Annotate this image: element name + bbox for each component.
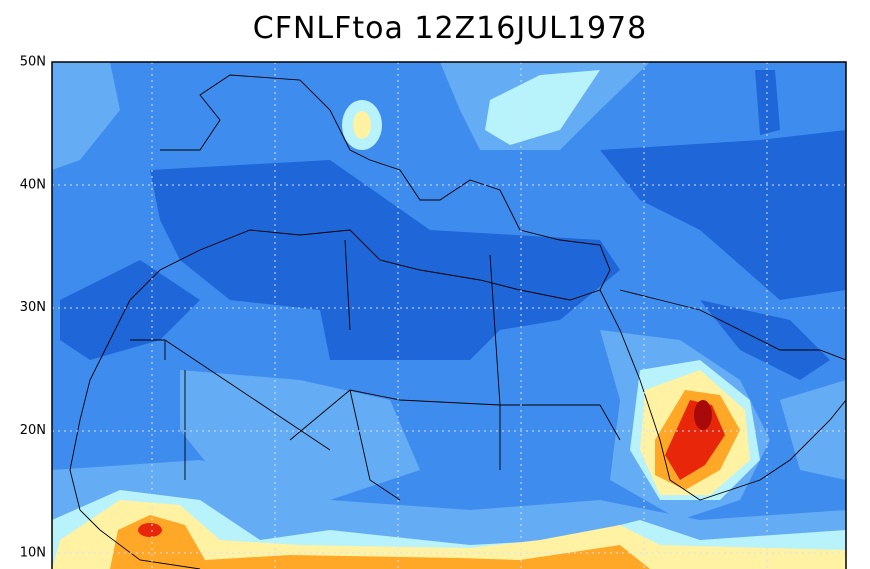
- coastline: [99, 529, 201, 569]
- map-field: [52, 62, 846, 569]
- map-title: CFNLFtoa 12Z16JUL1978: [253, 11, 647, 46]
- latitude-label: 40N: [20, 177, 46, 192]
- field-pale: [485, 70, 600, 145]
- graticule: [52, 62, 846, 569]
- field-yellow: [52, 500, 846, 569]
- latitude-label: 30N: [20, 300, 46, 315]
- latitude-labels: 50N 40N 30N 20N 10N: [20, 55, 46, 561]
- latitude-label: 50N: [20, 55, 46, 70]
- field-dark: [755, 70, 780, 135]
- field-dark: [60, 260, 200, 360]
- field-light: [180, 370, 420, 500]
- field-yellow: [353, 111, 371, 139]
- border: [130, 239, 621, 501]
- coastline: [599, 289, 846, 501]
- coastline: [69, 74, 611, 531]
- coastline: [619, 289, 846, 361]
- field-dark: [700, 300, 830, 380]
- map-frame: [51, 61, 847, 569]
- field-light: [52, 62, 120, 170]
- latitude-label: 20N: [20, 423, 46, 438]
- field-red: [138, 523, 162, 537]
- latitude-label: 10N: [20, 546, 46, 561]
- field-dark: [600, 130, 846, 300]
- field-light: [780, 380, 846, 480]
- field-dark: [150, 160, 620, 360]
- field-darkred: [694, 400, 712, 430]
